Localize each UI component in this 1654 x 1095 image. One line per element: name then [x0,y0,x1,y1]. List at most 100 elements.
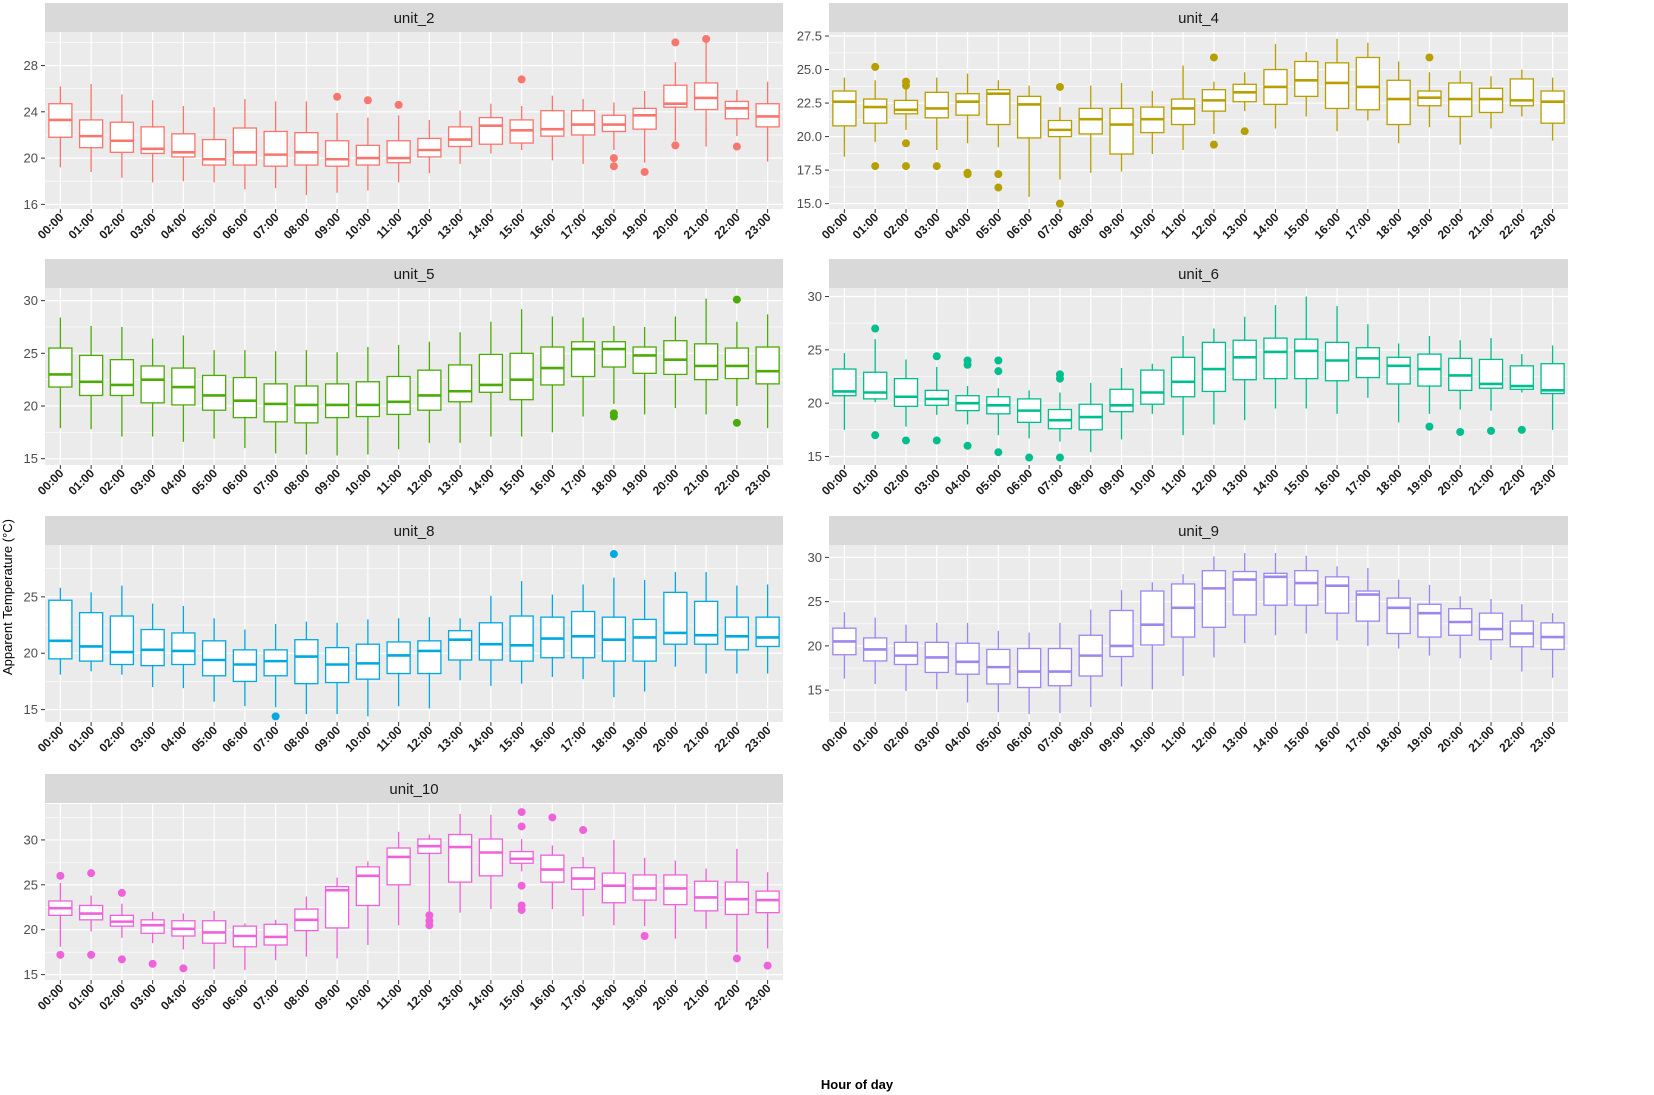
x-tick-label: 13:00 [435,981,467,1013]
outlier-point [963,360,972,369]
y-tick-label: 25 [808,342,822,357]
iqr-box [570,110,596,136]
box-00:00 [48,86,73,168]
iqr-box [862,371,888,400]
x-tick-label: 04:00 [158,466,190,498]
panel-background [45,288,783,465]
iqr-box [1540,90,1565,124]
x-tick-label: 18:00 [1373,210,1405,242]
x-tick-label: 09:00 [1096,210,1128,242]
box-18:00 [601,550,627,698]
x-tick-label: 20:00 [1435,723,1467,755]
iqr-box [663,84,688,108]
box-18:00 [1386,61,1411,144]
box-07:00 [1047,622,1073,714]
iqr-box [1478,358,1504,389]
outlier-point [87,869,96,878]
outlier-point [963,170,972,179]
x-tick-label: 16:00 [527,466,559,498]
box-14:00 [478,103,504,154]
box-14:00 [1263,552,1288,636]
iqr-box [78,611,104,662]
x-tick-label: 19:00 [1404,466,1436,498]
outlier-point [671,38,680,47]
outlier-point [901,162,910,171]
iqr-box [986,89,1011,126]
iqr-box [140,126,165,155]
outlier-point [609,550,618,559]
outlier-point [517,881,526,890]
x-tick-label: 07:00 [1034,723,1066,755]
x-tick-label: 18:00 [588,466,620,498]
panel-background [45,545,783,722]
iqr-box [570,610,596,659]
iqr-box [663,340,688,376]
x-tick-label: 18:00 [1373,466,1405,498]
strip-label: unit_8 [394,523,435,540]
iqr-box [693,880,719,912]
box-13:00 [1232,72,1257,136]
iqr-box [1201,570,1227,628]
box-06:00 [232,629,258,707]
iqr-box [447,630,473,661]
x-tick-label: 22:00 [1496,723,1528,755]
box-13:00 [447,332,473,443]
iqr-box [1478,612,1504,641]
iqr-box [893,99,919,115]
box-15:00 [509,309,534,437]
iqr-box [724,616,750,651]
outlier-point [517,822,526,831]
x-tick-label: 03:00 [911,466,943,498]
box-15:00 [1294,52,1319,117]
x-tick-label: 19:00 [619,210,651,242]
box-14:00 [1263,305,1288,409]
box-21:00 [693,868,719,929]
x-tick-label: 17:00 [558,466,590,498]
outlier-point [1240,127,1249,136]
iqr-box [1016,95,1042,139]
outlier-point [963,441,972,450]
box-22:00 [1509,354,1535,434]
x-tick-label: 21:00 [681,210,713,242]
box-04:00 [955,622,980,703]
iqr-box [171,632,196,666]
outlier-point [1025,453,1034,462]
box-12:00 [417,119,442,174]
x-tick-label: 05:00 [189,466,221,498]
iqr-box [478,838,504,877]
box-11:00 [386,100,411,183]
box-16:00 [1324,306,1350,414]
x-tick-label: 17:00 [558,210,590,242]
x-tick-label: 06:00 [219,210,251,242]
outlier-point [994,356,1003,365]
iqr-box [294,131,319,166]
box-18:00 [1386,579,1411,649]
panel-unit_10: unit_10 15 20 25 30 00:00 01:00 02:00 03:00 04:00… [24,774,783,1013]
x-tick-label: 23:00 [742,723,774,755]
box-03:00 [140,338,165,437]
iqr-box [417,369,442,411]
y-tick-label: 20 [24,922,38,937]
box-20:00 [663,572,688,667]
y-tick-label: 25 [24,877,38,892]
box-19:00 [1417,584,1442,656]
iqr-box [1016,647,1042,689]
x-tick-label: 20:00 [650,981,682,1013]
outlier-point [871,431,880,440]
x-tick-label: 15:00 [496,210,528,242]
y-tick-label: 20 [24,399,38,414]
box-03:00 [924,77,949,171]
box-16:00 [540,594,565,677]
box-16:00 [540,95,565,161]
iqr-box [1232,570,1257,616]
iqr-box [355,643,381,680]
x-tick-label: 12:00 [404,981,436,1013]
box-20:00 [663,316,688,409]
x-tick-label: 13:00 [1219,210,1251,242]
box-22:00 [724,585,750,674]
strip-label: unit_2 [394,10,435,27]
outlier-point [1055,199,1064,208]
x-tick-label: 00:00 [35,210,67,242]
x-tick-label: 03:00 [127,466,159,498]
